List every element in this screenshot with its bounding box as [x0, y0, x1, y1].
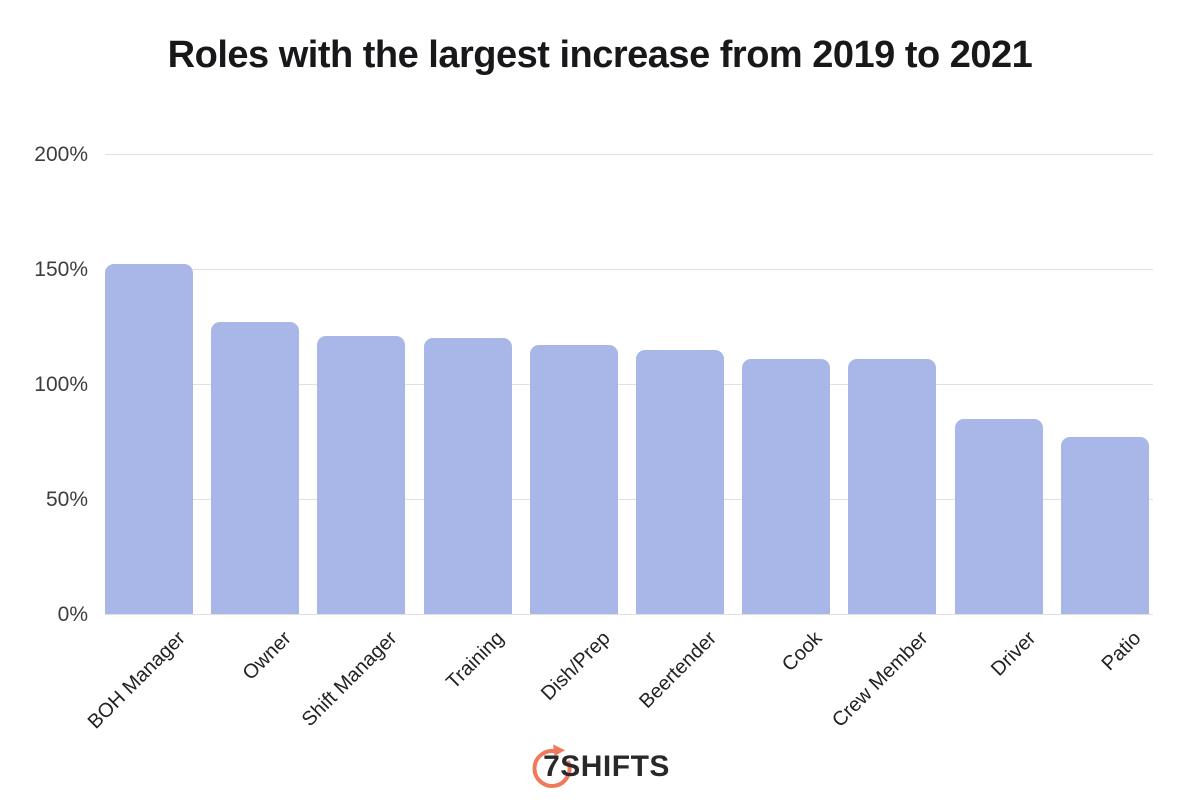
- xtick-label-crew-member: Crew Member: [828, 627, 933, 732]
- gridline-200: [105, 154, 1153, 155]
- xtick-label-beertender: Beertender: [635, 627, 721, 713]
- xtick-label-patio: Patio: [1098, 627, 1146, 676]
- gridline-50: [105, 499, 1153, 500]
- bar-beertender: [636, 349, 724, 614]
- bar-driver: [955, 418, 1043, 614]
- bar-owner: [211, 321, 299, 614]
- gridline-100: [105, 384, 1153, 385]
- xtick-label-cook: Cook: [778, 627, 827, 676]
- bar-cook: [742, 358, 830, 614]
- xtick-label-training: Training: [442, 627, 509, 694]
- bar-boh-manager: [105, 264, 193, 614]
- plot-area: [105, 154, 1153, 615]
- bar-shift-manager: [317, 335, 405, 614]
- ytick-label-200: 200%: [34, 143, 88, 166]
- bar-patio: [1061, 436, 1149, 614]
- brand-logo-text: 7SHIFTS: [543, 750, 670, 783]
- xtick-label-owner: Owner: [238, 627, 296, 685]
- gridline-150: [105, 269, 1153, 270]
- xtick-label-shift-manager: Shift Manager: [298, 627, 402, 731]
- xtick-label-driver: Driver: [986, 627, 1040, 681]
- chart-title: Roles with the largest increase from 201…: [167, 34, 1033, 76]
- timer-arrow-icon: [532, 744, 572, 788]
- bar-training: [424, 338, 512, 614]
- bar-dish-prep: [530, 344, 618, 614]
- ytick-label-150: 150%: [34, 258, 88, 281]
- bar-crew-member: [848, 358, 936, 614]
- xtick-label-boh-manager: BOH Manager: [83, 627, 190, 734]
- ytick-label-0: 0%: [57, 603, 88, 626]
- gridline-0: [105, 614, 1153, 615]
- brand-logo: 7SHIFTS: [530, 742, 670, 792]
- ytick-label-100: 100%: [34, 373, 88, 396]
- xtick-label-dish-prep: Dish/Prep: [537, 627, 615, 705]
- ytick-label-50: 50%: [45, 488, 88, 511]
